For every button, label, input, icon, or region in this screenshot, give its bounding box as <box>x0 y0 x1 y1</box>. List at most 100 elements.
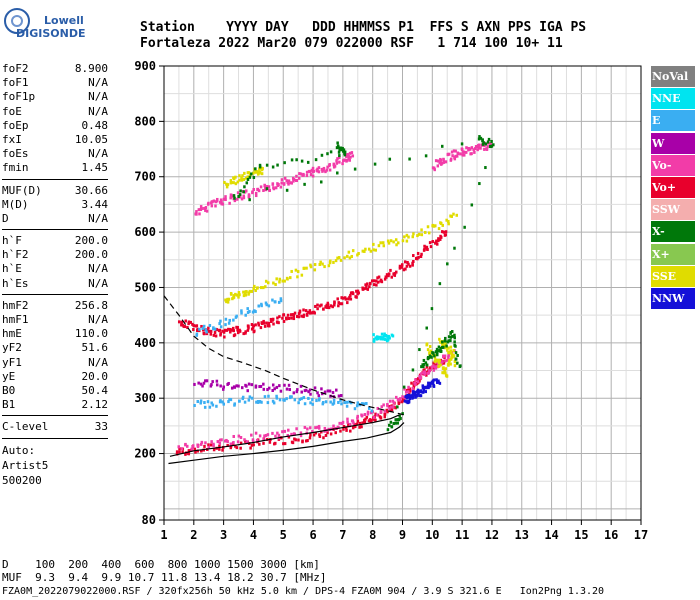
echo-point <box>254 170 257 174</box>
echo-point <box>283 161 286 165</box>
params-group-layers: foF2 8.900 foF1 N/A foF1p N/A foE N/A foEp 0.48 fx… <box>2 62 108 176</box>
echo-point <box>195 332 199 336</box>
echo-point <box>264 285 267 289</box>
echo-point <box>205 379 209 383</box>
echo-point <box>192 444 195 448</box>
echo-point <box>300 273 304 277</box>
echo-point <box>451 353 454 357</box>
echo-point <box>435 239 438 243</box>
echo-point <box>290 395 293 399</box>
echo-point <box>449 351 453 355</box>
echo-point <box>218 444 221 448</box>
trace-line <box>169 414 400 457</box>
echo-point <box>200 449 203 453</box>
echo-point <box>343 256 346 260</box>
param-name: MUF(D) <box>2 183 42 197</box>
echo-point <box>278 277 282 281</box>
echo-point <box>342 148 346 152</box>
echo-point <box>444 230 448 234</box>
echo-point <box>453 360 457 364</box>
echo-point <box>324 400 328 404</box>
echo-point <box>322 436 325 440</box>
param-value: 3.44 <box>81 197 109 211</box>
echo-point <box>486 145 489 149</box>
echo-point <box>449 357 453 361</box>
echo-point <box>293 398 297 402</box>
echo-point <box>394 406 397 410</box>
echo-point <box>331 305 334 309</box>
echo-point <box>193 403 196 407</box>
echo-point <box>383 409 387 413</box>
echo-point <box>436 362 440 366</box>
echo-point <box>305 312 309 316</box>
echo-point <box>454 149 457 153</box>
echo-point <box>232 295 236 299</box>
echo-point <box>283 429 287 433</box>
echo-point <box>177 320 181 324</box>
echo-point <box>229 446 233 450</box>
echo-point <box>410 381 413 385</box>
echo-point <box>423 247 426 251</box>
echo-point <box>214 204 217 208</box>
echo-point <box>302 266 306 270</box>
echo-point <box>199 205 203 209</box>
echo-point <box>424 361 428 365</box>
echo-point <box>236 331 240 335</box>
echo-point <box>243 171 246 175</box>
echo-point <box>239 446 242 450</box>
param-row: MUF(D) 30.66 <box>2 184 108 198</box>
echo-point <box>418 390 422 394</box>
echo-point <box>258 163 262 167</box>
echo-point <box>229 398 233 402</box>
legend-item-x-: X+ <box>651 243 695 265</box>
param-value: 1.45 <box>81 161 109 175</box>
echo-point <box>380 336 383 340</box>
echo-point <box>315 168 319 172</box>
param-name: hmF1 <box>2 313 29 326</box>
echo-point <box>177 445 181 449</box>
echo-point <box>258 442 261 446</box>
legend-item-nnw: NNW <box>651 287 695 309</box>
echo-point <box>237 384 240 388</box>
params-group-confidence: C-level 33 <box>2 420 108 434</box>
echo-point <box>342 427 345 431</box>
echo-point <box>406 260 409 264</box>
echo-point <box>215 383 219 387</box>
echo-point <box>247 193 251 197</box>
echo-point <box>365 402 368 406</box>
echo-point <box>243 400 247 404</box>
echo-point <box>470 152 473 156</box>
param-value: N/A <box>88 90 108 104</box>
echo-point <box>289 313 293 317</box>
echo-point <box>248 289 252 293</box>
echo-point <box>199 399 203 403</box>
echo-point <box>238 399 241 403</box>
echo-point <box>383 412 387 416</box>
echo-point <box>335 388 338 392</box>
echo-point <box>326 301 330 305</box>
echo-point <box>223 180 226 184</box>
echo-point <box>396 421 400 425</box>
echo-point <box>323 265 326 269</box>
echo-point <box>439 349 443 353</box>
echo-point <box>256 286 259 290</box>
echo-point <box>291 441 295 445</box>
echo-point <box>308 169 312 173</box>
param-row: foF1 N/A <box>2 76 108 90</box>
echo-point <box>274 434 277 438</box>
echo-point <box>388 406 391 410</box>
echo-point <box>478 182 481 186</box>
echo-point <box>414 378 417 382</box>
echo-point <box>401 395 404 399</box>
echo-point <box>432 384 436 388</box>
echo-point <box>395 243 398 247</box>
echo-point <box>346 254 349 258</box>
echo-point <box>391 399 395 403</box>
echo-point <box>342 425 346 429</box>
echo-point <box>484 142 488 146</box>
echo-point <box>345 400 349 404</box>
echo-point <box>411 368 415 372</box>
echo-point <box>447 346 450 350</box>
echo-point <box>382 244 386 248</box>
echo-point <box>377 244 381 248</box>
